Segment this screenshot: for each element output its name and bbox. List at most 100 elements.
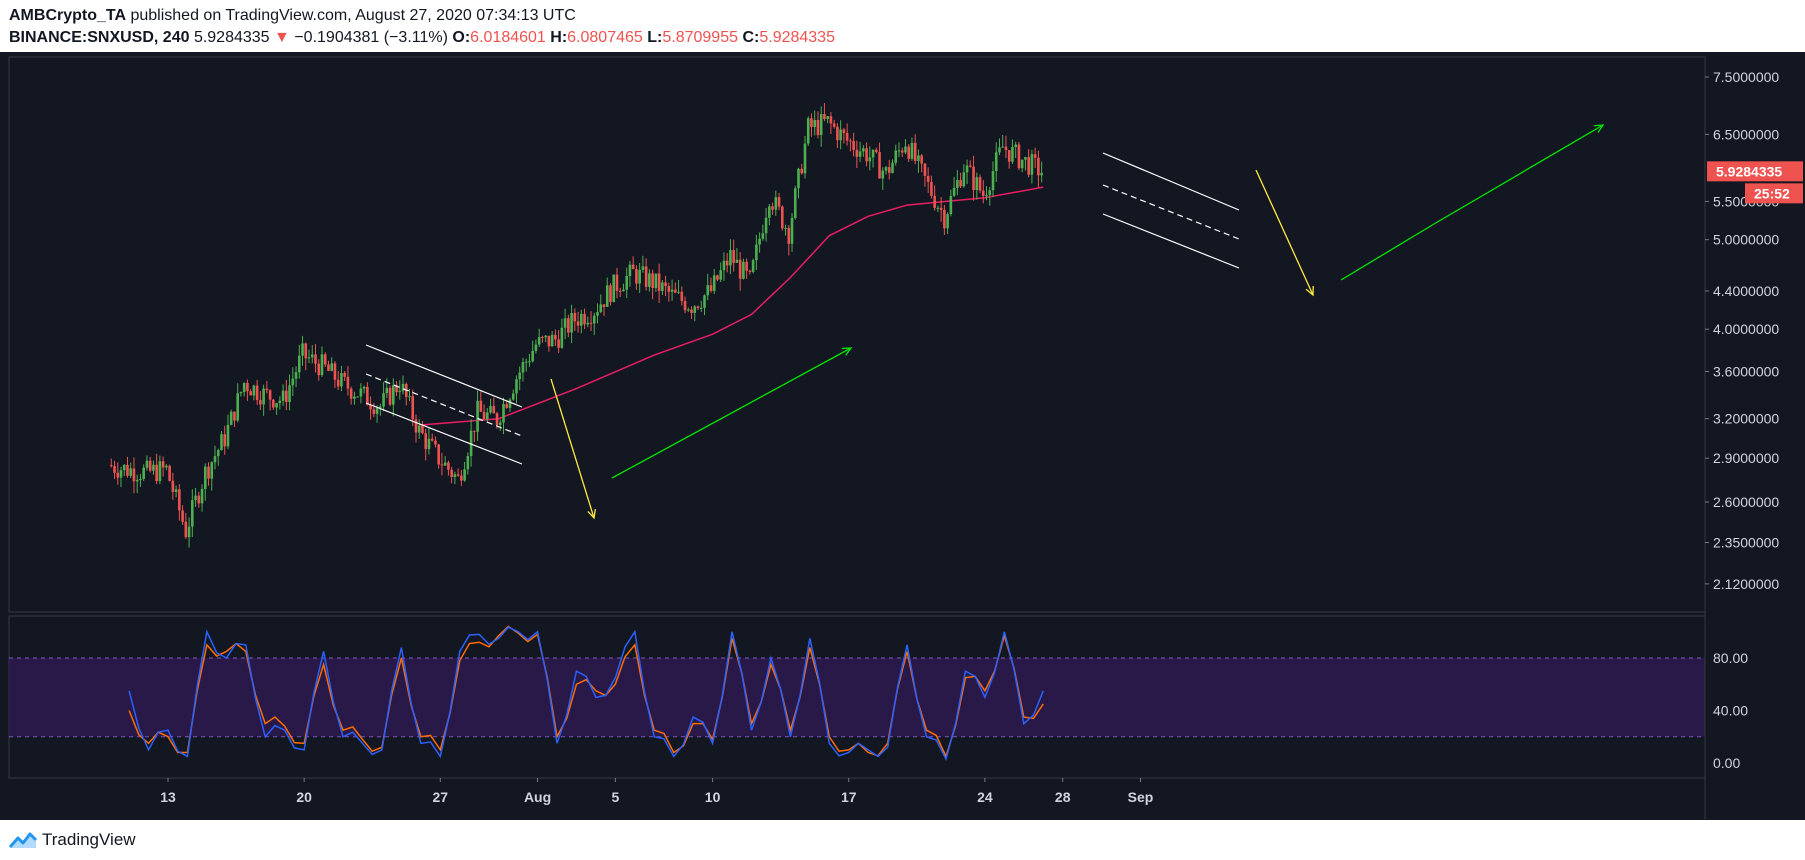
symbol-label[interactable]: BINANCE:SNXUSD, 240 xyxy=(9,29,190,46)
candle-body xyxy=(547,335,551,347)
candle-body xyxy=(917,155,920,161)
candle-body xyxy=(109,465,113,467)
candle-body xyxy=(336,379,340,387)
candle-body xyxy=(498,422,502,425)
candle-body xyxy=(793,188,797,218)
candle-body xyxy=(806,118,810,144)
candle-body xyxy=(735,259,739,263)
candle-body xyxy=(417,425,421,433)
candle-body xyxy=(362,386,366,389)
candle-body xyxy=(920,155,923,164)
candle-body xyxy=(191,500,194,527)
candle-body xyxy=(207,466,210,479)
candle-body xyxy=(699,307,703,309)
candle-body xyxy=(849,140,852,142)
candle-body xyxy=(550,334,554,347)
candle-body xyxy=(641,266,645,270)
candle-body xyxy=(599,304,603,313)
candle-body xyxy=(518,372,522,380)
candle-body xyxy=(450,469,453,478)
candle-body xyxy=(168,465,171,481)
candle-body xyxy=(930,181,933,196)
last-price-text: 5.9284335 xyxy=(1716,163,1782,179)
candle-body xyxy=(203,466,207,489)
candle-body xyxy=(943,209,946,229)
candle-body xyxy=(301,343,304,356)
candle-body xyxy=(644,266,648,287)
price-change: −0.1904381 (−3.11%) xyxy=(294,29,448,46)
candle-body xyxy=(563,318,567,328)
candle-body xyxy=(194,495,197,501)
price-chart[interactable]: 8.50000007.50000006.50000005.50000005.00… xyxy=(0,52,1805,820)
candle-body xyxy=(839,129,842,141)
candle-body xyxy=(836,126,839,141)
low-value: 5.8709955 xyxy=(662,29,738,46)
candle-body xyxy=(732,250,735,263)
candle-body xyxy=(226,424,230,447)
candle-body xyxy=(239,392,243,394)
candle-body xyxy=(421,425,424,434)
candle-body xyxy=(184,521,188,538)
candle-body xyxy=(492,405,496,414)
candle-body xyxy=(178,489,181,511)
candle-body xyxy=(878,152,881,179)
candle-body xyxy=(369,405,372,410)
candle-body xyxy=(463,469,466,481)
candle-body xyxy=(738,259,742,279)
candle-body xyxy=(1024,157,1027,160)
publish-text: published on TradingView.com, August 27,… xyxy=(126,7,576,24)
candle-body xyxy=(592,315,596,324)
time-tick-label: 10 xyxy=(705,789,721,805)
candle-body xyxy=(262,388,265,405)
candle-body xyxy=(768,206,771,218)
candle-body xyxy=(129,468,133,476)
price-tick-label: 2.9000000 xyxy=(1713,450,1779,466)
candle-body xyxy=(748,270,752,272)
time-tick-label: 28 xyxy=(1055,789,1071,805)
candle-body xyxy=(680,291,684,301)
close-label: C: xyxy=(742,29,760,46)
time-tick-label: Aug xyxy=(524,789,551,805)
candle-body xyxy=(272,399,275,408)
price-tick-label: 2.6000000 xyxy=(1713,494,1779,510)
candle-body xyxy=(554,334,557,340)
green-target-arrow xyxy=(1433,124,1604,225)
candle-body xyxy=(871,149,875,158)
candle-body xyxy=(343,373,346,377)
candle-body xyxy=(158,461,162,482)
price-tick-label: 4.4000000 xyxy=(1713,283,1779,299)
candle-body xyxy=(596,312,599,316)
candle-body xyxy=(148,460,152,471)
candle-body xyxy=(823,114,826,120)
candle-body xyxy=(657,273,661,291)
candle-body xyxy=(651,273,654,289)
time-tick-label: 17 xyxy=(841,789,857,805)
candle-body xyxy=(479,400,483,412)
channel2-mid-line xyxy=(1102,184,1240,240)
candle-body xyxy=(233,411,236,421)
author-name[interactable]: AMBCrypto_TA xyxy=(9,7,127,24)
green-target-arrow-head xyxy=(1593,124,1605,133)
candle-body xyxy=(670,289,674,292)
candle-body xyxy=(654,273,658,289)
candle-body xyxy=(1017,144,1021,169)
candle-body xyxy=(933,195,936,208)
candle-body xyxy=(816,119,820,136)
candle-body xyxy=(609,285,612,303)
candle-body xyxy=(887,167,891,173)
candle-body xyxy=(294,372,298,379)
price-tick-label: 5.0000000 xyxy=(1713,232,1779,248)
candle-body xyxy=(842,129,846,133)
candle-body xyxy=(327,364,330,371)
candle-body xyxy=(142,467,145,479)
candle-body xyxy=(1040,172,1043,176)
candle-body xyxy=(165,465,168,468)
candle-body xyxy=(460,475,463,481)
candle-body xyxy=(139,478,142,481)
candle-body xyxy=(884,167,888,171)
candle-body xyxy=(310,354,314,358)
tradingview-brand[interactable]: TradingView xyxy=(42,830,136,849)
candle-body xyxy=(628,264,632,277)
candle-body xyxy=(330,363,334,371)
candle-body xyxy=(220,434,223,451)
